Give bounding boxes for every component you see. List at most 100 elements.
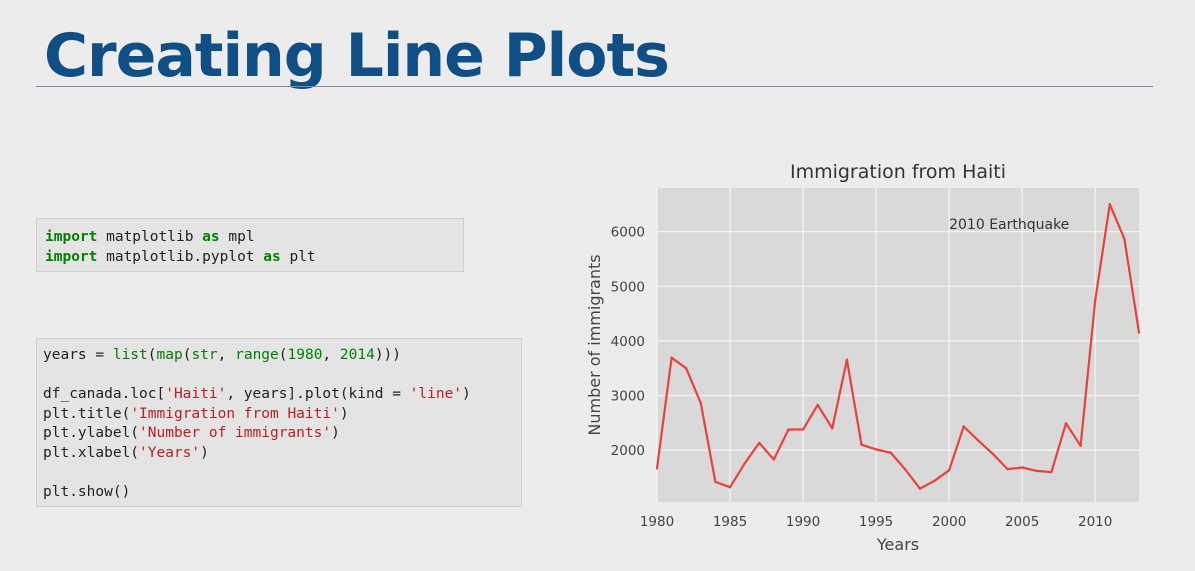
slide-title: Creating Line Plots: [44, 21, 670, 91]
y-tick-label: 3000: [611, 389, 645, 405]
code-token: as: [202, 229, 220, 245]
code-line: plt.xlabel('Years'): [43, 444, 521, 464]
code-token: (: [278, 347, 288, 363]
x-tick-label: 2000: [932, 514, 966, 530]
title-divider: [36, 86, 1153, 87]
chart-title: Immigration from Haiti: [790, 161, 1006, 183]
code-line: plt.ylabel('Number of immigrants'): [43, 424, 521, 444]
data-point: [743, 462, 746, 465]
data-point: [1064, 422, 1068, 425]
x-tick-label: 1990: [786, 514, 820, 530]
data-point: [991, 452, 995, 456]
code-token: matplotlib: [97, 229, 203, 245]
code-token: ))): [374, 347, 402, 363]
y-tick-label: 6000: [611, 225, 645, 241]
data-point: [699, 401, 703, 405]
x-axis-label: Years: [876, 535, 919, 554]
code-token: str: [191, 347, 218, 363]
code-token: 'Immigration from Haiti': [130, 405, 340, 422]
code-line: plt.show(): [43, 483, 521, 503]
data-point: [758, 441, 761, 445]
code-token: import: [45, 229, 98, 245]
code-token: df_canada.loc[: [43, 386, 166, 402]
chart-svg: 1980 1985 1990 1995 2000 2005 2010 2000 3000 4000…: [585, 161, 1141, 554]
code-token: 'line': [409, 386, 463, 402]
x-tick-label: 2010: [1078, 514, 1112, 530]
code-token: plt: [280, 248, 316, 265]
y-tick-label: 5000: [611, 279, 645, 295]
data-point: [801, 428, 805, 431]
data-point: [874, 448, 878, 451]
code-token: map: [156, 347, 183, 363]
x-tick-label: 2005: [1005, 514, 1039, 530]
code-line: import matplotlib.pyplot as plt: [45, 248, 463, 268]
data-point: [1006, 467, 1009, 471]
y-tick-label: 2000: [611, 443, 645, 459]
code-line: [43, 463, 521, 483]
data-point: [831, 427, 834, 430]
code-line: plt.title('Immigration from Haiti'): [43, 405, 521, 425]
code-token: ,: [322, 347, 340, 363]
code-token: ): [200, 444, 209, 461]
code-token: as: [263, 248, 281, 265]
code-cell-plot: years = list(map(str, range(1980, 2014))…: [36, 338, 522, 507]
data-point: [1137, 331, 1141, 334]
code-token: (: [147, 347, 157, 363]
data-point: [962, 425, 965, 428]
code-token: ,: [217, 347, 236, 363]
code-token: plt.ylabel(: [43, 425, 140, 441]
data-point: [1108, 203, 1111, 206]
code-line: [43, 366, 521, 386]
code-token: list: [112, 347, 148, 363]
chart-annotation: 2010 Earthquake: [949, 217, 1069, 233]
data-point: [670, 356, 673, 359]
data-point: [889, 451, 892, 454]
code-token: matplotlib.pyplot: [97, 248, 264, 265]
code-line: years = list(map(str, range(1980, 2014))…: [43, 346, 521, 366]
code-token: years =: [43, 347, 113, 363]
data-point: [918, 487, 922, 490]
code-token: , years].plot(kind =: [226, 386, 410, 402]
code-token: 'Haiti': [165, 386, 227, 402]
data-point: [1079, 444, 1082, 447]
data-point: [655, 467, 659, 470]
data-point: [933, 479, 936, 482]
data-point: [1093, 299, 1097, 302]
code-token: ): [462, 386, 471, 402]
data-point: [845, 358, 849, 361]
code-line: import matplotlib as mpl: [45, 228, 463, 248]
code-token: plt.xlabel(: [43, 444, 140, 461]
data-point: [1050, 470, 1053, 474]
data-point: [787, 428, 790, 431]
code-token: plt.show(): [43, 483, 131, 500]
data-point: [685, 367, 688, 370]
line-chart: 1980 1985 1990 1995 2000 2005 2010 2000 3000 4000…: [575, 150, 1155, 560]
code-token: (: [182, 347, 192, 363]
data-point: [816, 403, 819, 407]
code-token: 'Number of immigrants': [139, 425, 332, 441]
data-point: [1035, 469, 1038, 473]
plot-background: [657, 188, 1139, 502]
code-token: ): [331, 425, 340, 441]
data-point: [728, 486, 732, 489]
code-token: 2014: [339, 347, 375, 363]
code-token: import: [45, 248, 98, 265]
data-point: [1020, 466, 1024, 469]
data-point: [977, 439, 980, 442]
y-axis-label: Number of immigrants: [585, 254, 604, 435]
data-point: [714, 480, 717, 484]
code-line: df_canada.loc['Haiti', years].plot(kind …: [43, 385, 521, 405]
data-point: [1123, 237, 1126, 241]
data-point: [904, 468, 907, 471]
x-tick-label: 1995: [859, 514, 893, 530]
series-line: [655, 203, 1141, 490]
code-token: 'Years': [139, 444, 201, 461]
code-token: plt.title(: [43, 405, 131, 422]
code-token: range: [235, 347, 279, 363]
x-tick-label: 1980: [640, 514, 674, 530]
data-point: [947, 469, 951, 472]
y-tick-label: 4000: [611, 334, 645, 350]
code-token: 1980: [287, 347, 323, 363]
data-point: [772, 458, 776, 461]
data-point: [860, 443, 863, 446]
